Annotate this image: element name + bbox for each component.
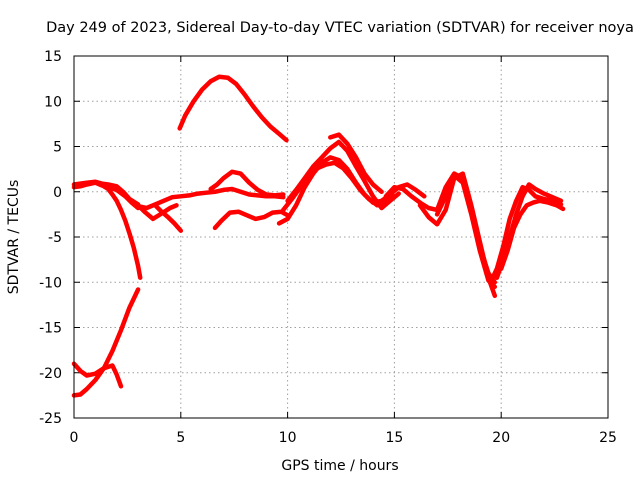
y-tick-label: 15 (44, 49, 62, 65)
y-tick-label: 10 (44, 94, 62, 110)
series-arc-evening-3 (498, 198, 566, 271)
y-tick-label: -20 (39, 366, 62, 382)
chart-title: Day 249 of 2023, Sidereal Day-to-day VTE… (46, 20, 634, 36)
x-axis-label: GPS time / hours (281, 458, 398, 474)
series-arc-drop (101, 184, 143, 280)
series-arc-mid-5 (212, 209, 290, 231)
series-arc-noon-3 (281, 160, 397, 213)
series-arc-noon-4 (328, 132, 384, 195)
y-tick-label: -10 (39, 275, 62, 291)
y-axis-label: SDTVAR / TECUs (6, 180, 22, 295)
series-arc-rise (71, 287, 141, 398)
y-tick-label: 0 (53, 185, 62, 201)
x-tick-label: 5 (176, 430, 185, 446)
series-arc-mid-2 (135, 203, 179, 222)
series-arc-high (177, 74, 289, 143)
y-tick-label: -15 (39, 321, 62, 337)
series-arc-afternoon-3 (434, 173, 498, 290)
plot-frame (73, 55, 609, 419)
series-arc-mid-1 (135, 186, 286, 211)
x-tick-label: 20 (492, 430, 510, 446)
series-arc-evening-1 (488, 184, 564, 285)
x-tick-label: 0 (70, 430, 79, 446)
tick-labels: 0 5 10 15 20 25 -25 -20 -15 -10 -5 0 5 10 15 (39, 49, 617, 446)
series-arc-mid-3 (152, 203, 184, 233)
x-tick-label: 10 (279, 430, 297, 446)
y-tick-label: -5 (48, 230, 62, 246)
y-tick-label: -25 (39, 411, 62, 427)
x-tick-label: 15 (385, 430, 403, 446)
x-tick-label: 25 (599, 430, 617, 446)
series-arc-mid-4 (208, 169, 286, 198)
y-tick-label: 5 (53, 140, 62, 156)
grid (74, 56, 608, 418)
data-series (71, 74, 566, 398)
